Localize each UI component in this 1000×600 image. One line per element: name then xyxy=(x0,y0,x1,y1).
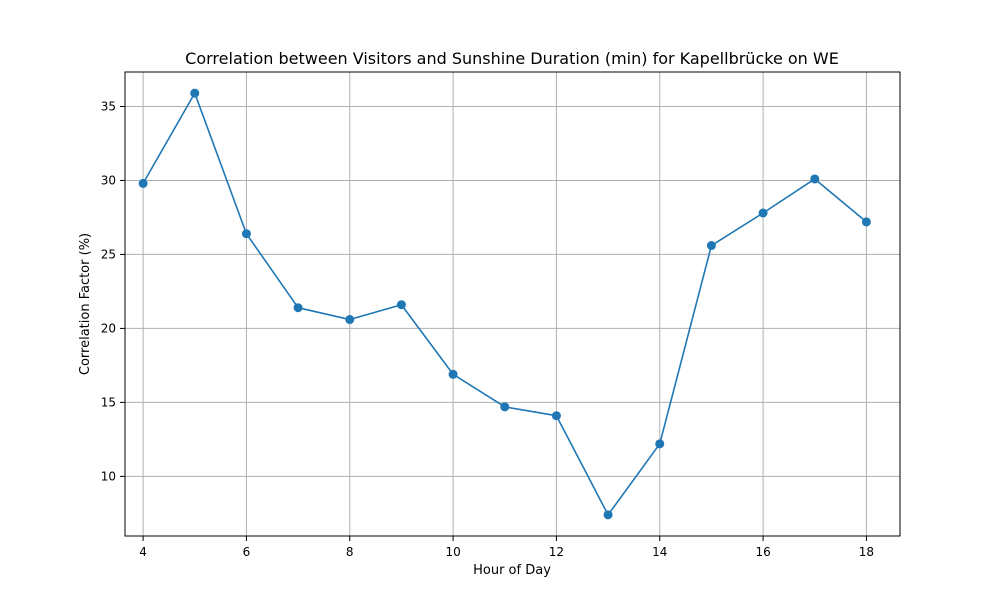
y-tick-label: 20 xyxy=(101,321,116,335)
x-tick-label: 10 xyxy=(445,545,460,559)
data-point xyxy=(396,300,406,310)
data-point xyxy=(861,217,871,227)
x-tick-label: 18 xyxy=(859,545,874,559)
data-point xyxy=(655,439,665,449)
data-point xyxy=(190,88,200,98)
y-axis: 10 15 20 25 30 35 xyxy=(101,99,125,483)
data-point xyxy=(293,303,303,313)
x-tick-label: 6 xyxy=(243,545,251,559)
data-point xyxy=(448,369,458,379)
series-line xyxy=(142,92,867,516)
data-point xyxy=(138,178,148,188)
y-tick-label: 35 xyxy=(101,99,116,113)
chart-title: Correlation between Visitors and Sunshin… xyxy=(185,49,839,68)
x-tick-label: 14 xyxy=(652,545,667,559)
data-point xyxy=(810,174,820,184)
y-tick-label: 25 xyxy=(101,247,116,261)
y-axis-label: Correlation Factor (%) xyxy=(78,233,93,375)
series-layer xyxy=(138,88,871,520)
x-tick-label: 8 xyxy=(346,545,354,559)
grid xyxy=(125,72,900,536)
data-point xyxy=(706,241,716,251)
data-point xyxy=(241,229,251,239)
data-point xyxy=(551,411,561,421)
data-point xyxy=(603,510,613,520)
y-tick-label: 10 xyxy=(101,469,116,483)
x-axis-label: Hour of Day xyxy=(473,563,551,578)
y-tick-label: 15 xyxy=(101,395,116,409)
data-point xyxy=(758,208,768,218)
data-point xyxy=(345,315,355,325)
x-axis: 4 6 8 10 12 14 16 18 xyxy=(139,536,874,559)
x-tick-label: 16 xyxy=(755,545,770,559)
y-tick-label: 30 xyxy=(101,173,116,187)
plot-frame xyxy=(124,71,901,537)
x-tick-label: 12 xyxy=(549,545,564,559)
x-tick-label: 4 xyxy=(139,545,147,559)
data-point xyxy=(500,402,510,412)
